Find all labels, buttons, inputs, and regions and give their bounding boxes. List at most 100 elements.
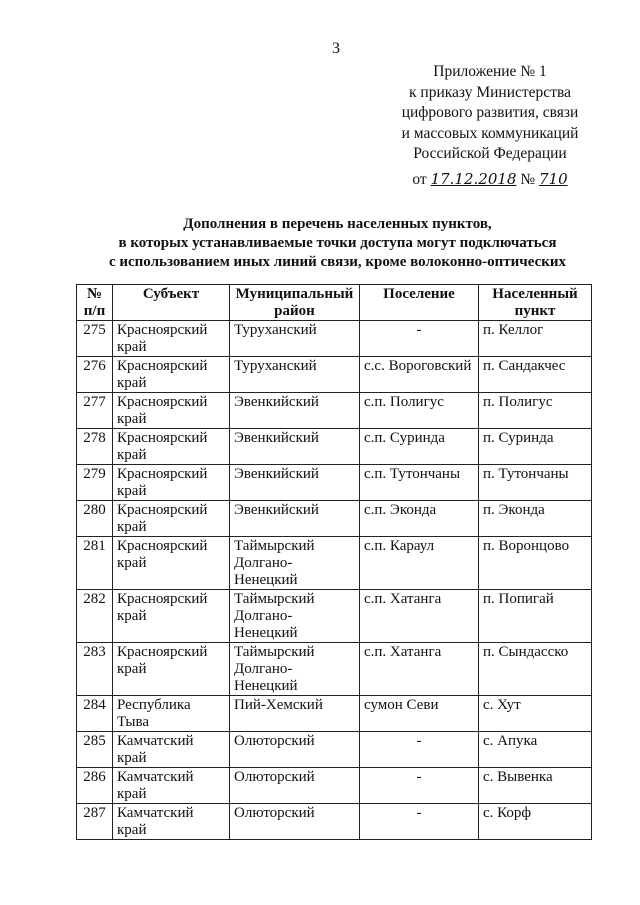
title-line: с использованием иных линий связи, кроме… bbox=[108, 254, 567, 270]
cell-row-number: 278 bbox=[76, 428, 113, 465]
table-row: 277 Красноярский край Эвенкийский с.п. Поли… bbox=[76, 392, 592, 429]
cell-settlement: с.с. Вороговский bbox=[359, 356, 479, 393]
cell-subject: Красноярский край bbox=[112, 320, 230, 357]
table-row: 286 Камчатский край Олюторский - с. Вывенка bbox=[76, 767, 592, 804]
cell-settlement: - bbox=[359, 767, 479, 804]
cell-subject: Камчатский край bbox=[112, 731, 230, 768]
header-settlement: Поселение bbox=[359, 284, 479, 321]
cell-row-number: 285 bbox=[76, 731, 113, 768]
cell-district: Таймырский Долгано-Ненецкий bbox=[229, 536, 360, 590]
cell-subject: Камчатский край bbox=[112, 803, 230, 840]
table-row: 283 Красноярский край Таймырский Долгано-Н… bbox=[76, 642, 592, 696]
cell-district: Эвенкийский bbox=[229, 464, 360, 501]
cell-subject: Красноярский край bbox=[112, 356, 230, 393]
cell-locality: п. Тутончаны bbox=[478, 464, 592, 501]
cell-subject: Камчатский край bbox=[112, 767, 230, 804]
cell-row-number: 280 bbox=[76, 500, 113, 537]
cell-district: Олюторский bbox=[229, 803, 360, 840]
cell-settlement: с.п. Эконда bbox=[359, 500, 479, 537]
cell-settlement: с.п. Хатанга bbox=[359, 642, 479, 696]
cell-row-number: 276 bbox=[76, 356, 113, 393]
cell-row-number: 275 bbox=[76, 320, 113, 357]
cell-locality: п. Воронцово bbox=[478, 536, 592, 590]
appendix-line: цифрового развития, связи bbox=[401, 104, 579, 121]
cell-district: Туруханский bbox=[229, 320, 360, 357]
header-subject: Субъект bbox=[112, 284, 230, 321]
cell-settlement: - bbox=[359, 803, 479, 840]
cell-settlement: - bbox=[359, 320, 479, 357]
settlements-table: № п/п Субъект Муниципальный район Поселе… bbox=[76, 284, 592, 840]
cell-district: Пий-Хемский bbox=[229, 695, 360, 732]
document-title: Дополнения в перечень населенных пунктов… bbox=[60, 215, 615, 272]
table-header-row: № п/п Субъект Муниципальный район Поселе… bbox=[76, 284, 592, 321]
cell-row-number: 286 bbox=[76, 767, 113, 804]
appendix-line: к приказу Министерства bbox=[409, 83, 571, 101]
cell-district: Таймырский Долгано-Ненецкий bbox=[229, 589, 360, 643]
cell-settlement: с.п. Тутончаны bbox=[359, 464, 479, 501]
cell-subject: Красноярский край bbox=[112, 536, 230, 590]
table-row: 285 Камчатский край Олюторский - с. Апука bbox=[76, 731, 592, 768]
cell-settlement: с.п. Суринда bbox=[359, 428, 479, 465]
cell-locality: п. Келлог bbox=[478, 320, 592, 357]
cell-subject: Республика Тыва bbox=[112, 695, 230, 732]
cell-row-number: 281 bbox=[76, 536, 113, 590]
table-row: 281 Красноярский край Таймырский Долгано-Н… bbox=[76, 536, 592, 590]
cell-district: Олюторский bbox=[229, 731, 360, 768]
header-district: Муниципальный район bbox=[229, 284, 360, 321]
cell-locality: с. Корф bbox=[478, 803, 592, 840]
appendix-line: Приложение № 1 bbox=[433, 63, 547, 80]
cell-district: Эвенкийский bbox=[229, 428, 360, 465]
cell-locality: п. Эконда bbox=[478, 500, 592, 537]
cell-settlement: с.п. Хатанга bbox=[359, 589, 479, 643]
appendix-line: Российской Федерации bbox=[413, 145, 567, 162]
cell-district: Олюторский bbox=[229, 767, 360, 804]
cell-district: Таймырский Долгано-Ненецкий bbox=[229, 642, 360, 696]
order-date-line: от 17.12.2018 № 710 bbox=[370, 169, 610, 191]
appendix-block: Приложение № 1 к приказу Министерства ци… bbox=[370, 62, 610, 190]
table-row: 282 Красноярский край Таймырский Долгано-Н… bbox=[76, 589, 592, 643]
title-line: Дополнения в перечень населенных пунктов… bbox=[183, 216, 492, 232]
table-row: 284 Республика Тыва Пий-Хемский сумон Севи с… bbox=[76, 695, 592, 732]
header-locality: Населенный пункт bbox=[478, 284, 592, 321]
cell-subject: Красноярский край bbox=[112, 464, 230, 501]
cell-row-number: 277 bbox=[76, 392, 113, 429]
cell-subject: Красноярский край bbox=[112, 642, 230, 696]
cell-locality: п. Суринда bbox=[478, 428, 592, 465]
page-number: 3 bbox=[332, 40, 340, 57]
table-row: 276 Красноярский край Туруханский с.с. Воро… bbox=[76, 356, 592, 393]
cell-row-number: 279 bbox=[76, 464, 113, 501]
table-row: 278 Красноярский край Эвенкийский с.п. Сури… bbox=[76, 428, 592, 465]
cell-locality: с. Хут bbox=[478, 695, 592, 732]
handwritten-number: 710 bbox=[539, 169, 568, 188]
cell-row-number: 284 bbox=[76, 695, 113, 732]
title-line: в которых устанавливаемые точки доступа … bbox=[118, 235, 557, 251]
cell-district: Эвенкийский bbox=[229, 500, 360, 537]
handwritten-date: 17.12.2018 bbox=[430, 169, 517, 188]
cell-locality: п. Попигай bbox=[478, 589, 592, 643]
table-row: 279 Красноярский край Эвенкийский с.п. Туто… bbox=[76, 464, 592, 501]
cell-settlement: с.п. Караул bbox=[359, 536, 479, 590]
cell-subject: Красноярский край bbox=[112, 589, 230, 643]
cell-district: Эвенкийский bbox=[229, 392, 360, 429]
cell-locality: п. Сындасско bbox=[478, 642, 592, 696]
cell-locality: с. Апука bbox=[478, 731, 592, 768]
cell-settlement: сумон Севи bbox=[359, 695, 479, 732]
cell-district: Туруханский bbox=[229, 356, 360, 393]
appendix-line: и массовых коммуникаций bbox=[401, 124, 579, 142]
cell-row-number: 287 bbox=[76, 803, 113, 840]
cell-subject: Красноярский край bbox=[112, 428, 230, 465]
table-row: 280 Красноярский край Эвенкийский с.п. Экон… bbox=[76, 500, 592, 537]
cell-settlement: с.п. Полигус bbox=[359, 392, 479, 429]
table-row: 275 Красноярский край Туруханский - п. Келло… bbox=[76, 320, 592, 357]
cell-locality: п. Полигус bbox=[478, 392, 592, 429]
from-label: от bbox=[412, 170, 427, 188]
cell-settlement: - bbox=[359, 731, 479, 768]
cell-row-number: 283 bbox=[76, 642, 113, 696]
number-label: № bbox=[520, 170, 536, 188]
cell-row-number: 282 bbox=[76, 589, 113, 643]
cell-subject: Красноярский край bbox=[112, 392, 230, 429]
cell-locality: с. Вывенка bbox=[478, 767, 592, 804]
table-row: 287 Камчатский край Олюторский - с. Корф bbox=[76, 803, 592, 840]
header-number: № п/п bbox=[76, 284, 113, 321]
